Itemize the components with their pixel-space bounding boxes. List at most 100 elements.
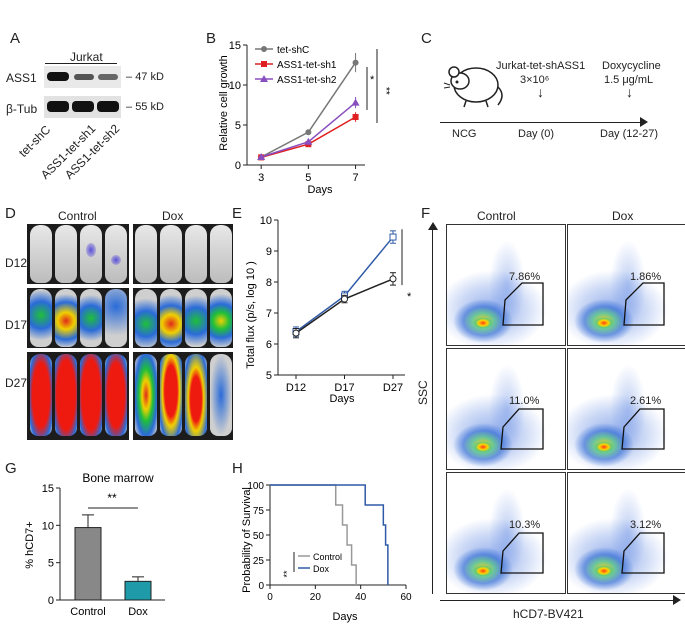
panel-e-flux-chart: 5 6 7 8 9 10 D12 D17 D27 Total flux (p/s, log 10…: [245, 215, 412, 405]
mouse-silhouette: [185, 225, 207, 283]
flux-y-tick-label: 8: [266, 277, 272, 289]
growth-legend-marker: [260, 75, 268, 82]
growth-series-line: [260, 116, 356, 159]
mouse-silhouette: [185, 289, 207, 347]
survival-ylabel: Probability of Survival: [241, 487, 253, 593]
ssc-label: SSC: [416, 380, 430, 405]
marker-55kd: – 55 kD: [126, 101, 164, 113]
survival-xlabel: Days: [332, 611, 358, 623]
panel-label-e: E: [232, 205, 243, 222]
survival-curve: [270, 484, 389, 585]
blot-strip-btub: [44, 96, 121, 118]
bar-ylabel: % hCD7+: [24, 521, 36, 568]
growth-plot-area: 0 5 10 15 3 5 7 tet-shC ASS1-tet-sh1 ASS1-tet-sh2: [229, 40, 378, 184]
growth-legend-label: ASS1-tet-sh2: [277, 75, 337, 86]
lum-image-control-d27: [27, 352, 129, 440]
mouse-silhouette: [30, 225, 52, 283]
flow-plot-control-2: 11.0%: [446, 348, 566, 470]
gate-percentage: 3.12%: [630, 519, 662, 531]
growth-legend-label: ASS1-tet-sh1: [277, 60, 337, 71]
survival-plot-area: 0 25 50 75 100 0 20 40 60 Control Dox: [247, 481, 412, 603]
flux-data-point: [292, 329, 300, 337]
bar-y-tick-label: 0: [48, 595, 54, 607]
flux-plot-area: 5 6 7 8 9 10 D12 D17 D27: [260, 215, 405, 394]
lum-image-control-d17: [27, 288, 129, 348]
timeline-axis: [440, 122, 645, 123]
bar: [124, 580, 152, 601]
bar-y-tick-label: 5: [48, 558, 54, 570]
mouse-silhouette: [80, 289, 102, 347]
flux-sig: *: [407, 291, 412, 303]
marker-47kd: – 47 kD: [126, 71, 164, 83]
flow-group-control: Control: [477, 209, 516, 223]
mouse-silhouette: [160, 354, 182, 436]
growth-data-point: [351, 98, 360, 106]
gate-polygon: [621, 532, 665, 574]
panel-b-growth-chart: 0 5 10 15 3 5 7 tet-shC ASS1-tet-sh1 ASS1-tet-sh2…: [218, 40, 391, 196]
growth-x-tick-label: 7: [352, 172, 358, 184]
survival-y-tick-label: 100: [247, 481, 264, 492]
survival-curve: [270, 484, 357, 585]
panel-g-bar-chart: 0 5 10 15 Control Dox Bone marrow % hCD7+ **: [24, 471, 165, 618]
panel-h-survival-chart: 0 25 50 75 100 0 20 40 60 Control Dox Probability …: [241, 481, 412, 623]
bar-y-tick-label: 15: [42, 483, 54, 495]
flux-series-line: [295, 278, 394, 334]
mouse-silhouette: [135, 354, 157, 436]
flow-plot-dox-1: 1.86%: [567, 224, 685, 346]
growth-ylabel: Relative cell growth: [218, 55, 230, 150]
ssc-arrowhead: [428, 222, 438, 230]
mouse-icon: [443, 66, 503, 108]
gate-percentage: 7.86%: [509, 271, 541, 283]
row-label-btub: β-Tub: [6, 102, 38, 116]
signal-spot: [86, 243, 96, 257]
step2-day: Day (12-27): [600, 128, 659, 140]
growth-legend-marker: [261, 46, 267, 52]
mouse-silhouette: [55, 354, 77, 436]
growth-data-point: [304, 137, 313, 145]
lum-image-control-d12: [27, 224, 129, 284]
mouse-silhouette: [210, 354, 232, 436]
bar-y-tick-label: 10: [42, 520, 54, 532]
mouse-silhouette: [30, 354, 52, 436]
marker-47kd-text: 47 kD: [135, 71, 164, 83]
gate-polygon: [500, 532, 544, 574]
flux-xlabel: Days: [329, 393, 355, 405]
growth-y-tick-label: 10: [229, 80, 241, 92]
mouse-silhouette: [210, 225, 232, 283]
mouse-silhouette: [135, 225, 157, 283]
host-label: NCG: [452, 128, 477, 140]
panel-label-b: B: [206, 30, 217, 47]
mouse-silhouette: [105, 354, 127, 436]
gate-polygon: [623, 282, 665, 326]
growth-xlabel: Days: [307, 184, 333, 196]
growth-data-point: [352, 114, 359, 120]
bar-category-label: Control: [70, 606, 105, 618]
flux-x-tick-label: D17: [334, 382, 354, 394]
lum-image-dox-d27: [133, 352, 233, 440]
step1-title: Jurkat-tet-shASS1: [496, 60, 586, 72]
survival-x-tick-label: 20: [310, 592, 322, 603]
survival-y-tick-label: 75: [253, 506, 265, 517]
survival-sig: **: [282, 570, 292, 578]
flow-plot-dox-3: 3.12%: [567, 472, 685, 594]
mouse-silhouette: [55, 225, 77, 283]
lane-label-1: tet-shC: [16, 122, 54, 160]
mouse-silhouette: [80, 225, 102, 283]
panel-label-c: C: [421, 30, 432, 47]
survival-legend-label: Control: [313, 552, 342, 562]
ssc-axis: [432, 226, 433, 594]
mouse-silhouette: [160, 289, 182, 347]
gate-percentage: 2.61%: [630, 395, 662, 407]
panel-label-d: D: [5, 205, 16, 222]
mouse-silhouette: [210, 289, 232, 347]
cd7-label: hCD7-BV421: [513, 607, 584, 621]
panel-label-h: H: [232, 460, 243, 477]
flow-plot-control-3: 10.3%: [446, 472, 566, 594]
growth-sig-upper: *: [370, 74, 375, 86]
timeline-arrowhead: [640, 117, 648, 127]
lum-image-dox-d12: [133, 224, 233, 284]
gate-percentage: 1.86%: [630, 271, 662, 283]
flux-x-tick-label: D12: [286, 382, 306, 394]
bar-category-label: Dox: [128, 606, 148, 618]
imaging-day-d12: D12: [5, 256, 28, 270]
